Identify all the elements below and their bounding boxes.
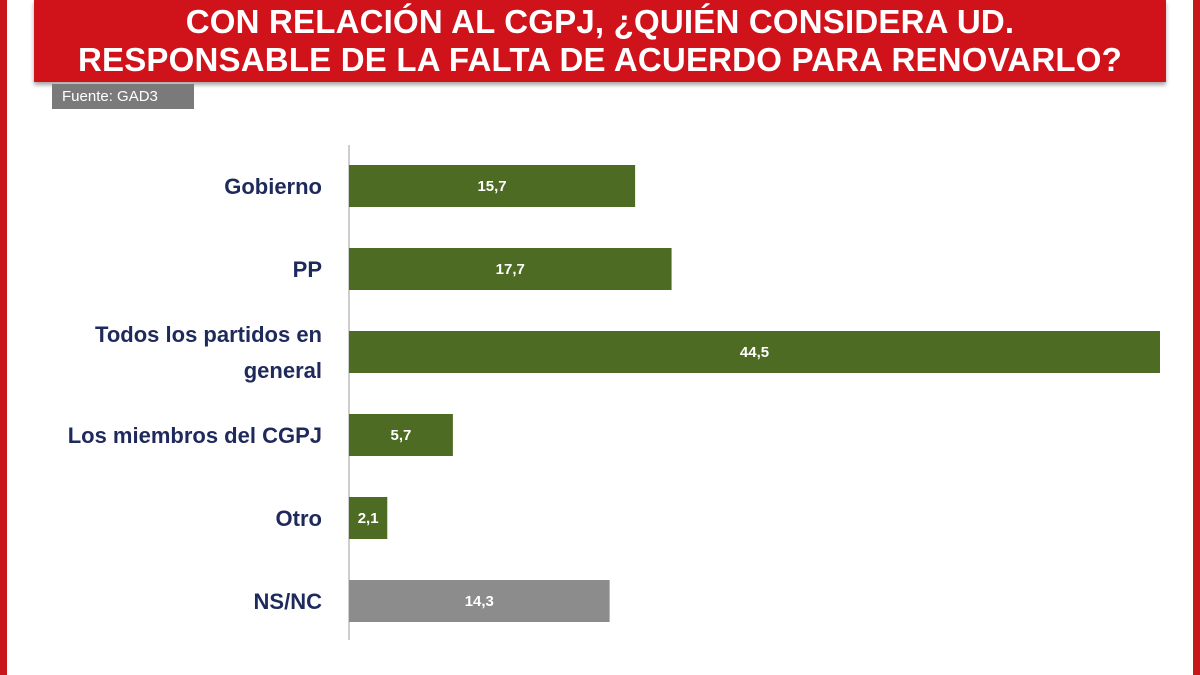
value-label-2: 17,7 [496,261,525,278]
value-label-6: 14,3 [465,593,494,610]
bars-layer: 15,7 Gobierno 17,7 PP 44,5 Todos los partidos… [68,165,1160,622]
category-label-5: Otro [276,506,322,531]
value-label-5: 2,1 [358,510,379,527]
bar-1 [349,165,636,207]
value-label-4: 5,7 [391,427,412,444]
source-badge: Fuente: GAD3 [52,84,194,109]
value-label-3: 44,5 [740,344,769,361]
left-red-border [0,0,7,675]
category-label-1: Gobierno [224,174,322,199]
category-label-6: NS/NC [254,589,323,614]
category-label-2: PP [293,257,322,282]
bar-6 [349,580,610,622]
title-line-1: CON RELACIÓN AL CGPJ, ¿QUIÉN CONSIDERA U… [185,3,1015,40]
bar-4 [349,414,453,456]
bar-3 [349,331,1160,373]
title-line-2: RESPONSABLE DE LA FALTA DE ACUERDO PARA … [77,41,1123,78]
value-label-1: 15,7 [477,178,506,195]
category-label-4: Los miembros del CGPJ [68,423,322,448]
bar-2 [349,248,672,290]
right-red-border [1193,0,1200,675]
title-banner: CON RELACIÓN AL CGPJ, ¿QUIÉN CONSIDERA U… [34,0,1166,82]
bar-5 [349,497,388,539]
category-label-3-line-2: general [244,358,322,383]
category-label-3-line-1: Todos los partidos en [95,322,322,347]
